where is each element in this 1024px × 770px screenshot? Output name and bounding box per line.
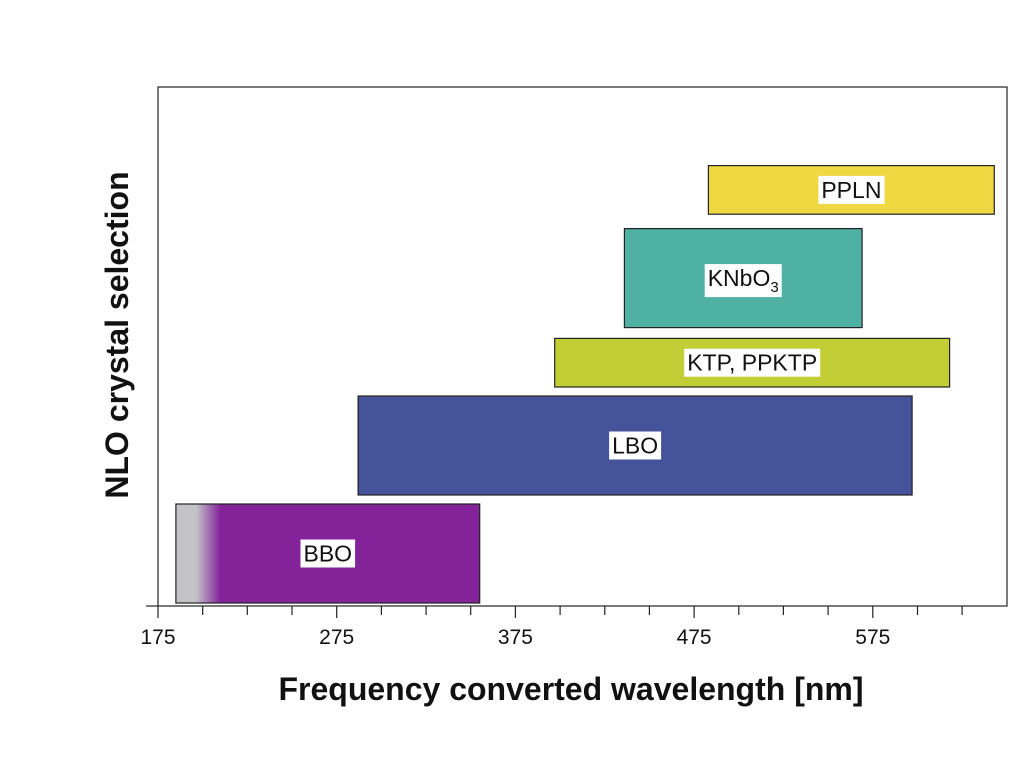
x-tick-label: 175 [140,626,175,649]
y-axis-title: NLO crystal selection [99,171,135,498]
bar-ktp-ppktp: KTP, PPKTP [554,337,951,388]
bar-ppln: PPLN [707,165,995,215]
x-tick-label: 475 [677,626,712,649]
bar-rect [707,165,995,215]
x-tick-label: 575 [855,626,890,649]
bar-label: KNbO3 [708,265,779,296]
bars-layer: BBO LBO KTP, PPKTP KNbO3 PPLN [175,165,995,604]
x-axis-title: Frequency converted wavelength [nm] [278,671,863,707]
plot-frame [157,86,1008,607]
bar-label-background [818,175,885,204]
x-tick-label: 275 [319,626,354,649]
bar-knbo3: KNbO3 [623,228,863,329]
bar-label-background [300,539,356,568]
bar-label: PPLN [821,177,881,203]
bar-label-background [704,264,782,298]
x-axis-ticks [146,605,963,618]
x-axis-tick-labels: 175 275 375 475 575 [140,626,890,649]
bar-label: LBO [612,433,658,459]
bar-lbo: LBO [357,395,913,496]
bar-label-background [609,431,662,460]
bar-bbo: BBO [175,503,481,604]
bar-label: KTP, PPKTP [687,350,817,376]
x-tick-label: 375 [498,626,533,649]
bar-label: BBO [304,541,353,567]
bar-label-background [684,348,821,377]
